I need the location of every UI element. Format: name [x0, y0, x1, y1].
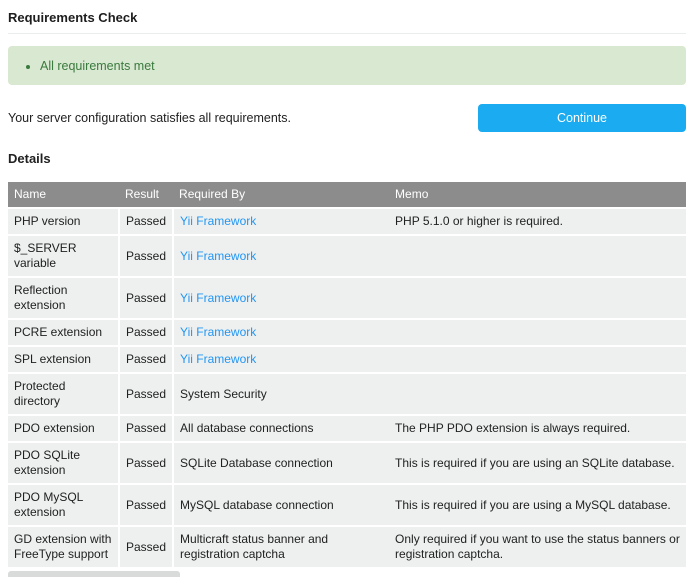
- result-passed-badge: Passed: [117, 484, 175, 527]
- table-header-row: Name Result Required By Memo: [8, 182, 686, 209]
- column-header-name: Name: [8, 182, 119, 209]
- column-header-memo: Memo: [389, 182, 686, 209]
- success-alert: All requirements met: [8, 46, 686, 85]
- required-by-link[interactable]: Yii Framework: [180, 214, 257, 228]
- memo-cell: Only required if you want to use the sta…: [389, 526, 686, 569]
- result-passed-badge: Passed: [117, 373, 175, 416]
- result-passed-badge: Passed: [117, 319, 175, 347]
- action-row: Your server configuration satisfies all …: [8, 104, 686, 132]
- required-by-link[interactable]: Yii Framework: [180, 325, 257, 339]
- result-passed-badge: Passed: [117, 346, 175, 374]
- required-by-cell: Multicraft status banner and registratio…: [173, 526, 390, 569]
- table-row: SPL extension Passed Yii Framework: [8, 346, 686, 374]
- result-passed-badge: Passed: [117, 526, 175, 569]
- requirement-name-cell: PHP version: [8, 208, 119, 236]
- table-row: PDO SQLite extension Passed SQLite Databas…: [8, 442, 686, 485]
- required-by-cell: Yii Framework: [173, 346, 390, 374]
- table-row: PDO MySQL extension Passed MySQL database …: [8, 484, 686, 527]
- table-row: GD extension with FreeType support Passed…: [8, 526, 686, 569]
- result-passed-badge: Passed: [117, 208, 175, 236]
- alert-item: All requirements met: [40, 59, 155, 73]
- required-by-link[interactable]: Yii Framework: [180, 248, 257, 263]
- column-header-required-by: Required By: [173, 182, 390, 209]
- memo-cell: This is required if you are using a MySQ…: [389, 484, 686, 527]
- required-by-cell: SQLite Database connection: [173, 442, 390, 485]
- requirement-name-cell: GD extension with FreeType support: [8, 526, 119, 569]
- result-passed-badge: Passed: [117, 442, 175, 485]
- result-passed-badge: Passed: [117, 235, 175, 278]
- continue-button[interactable]: Continue: [478, 104, 686, 132]
- requirement-name-cell: $_SERVER variable: [8, 235, 119, 278]
- table-row: PHP version Passed Yii Framework PHP 5.1.0 …: [8, 208, 686, 236]
- memo-cell: [389, 235, 686, 278]
- memo-cell: PHP 5.1.0 or higher is required.: [389, 208, 686, 236]
- required-by-link[interactable]: Yii Framework: [180, 290, 257, 305]
- table-row: PDO extension Passed All database connecti…: [8, 415, 686, 443]
- requirement-name-cell: PDO SQLite extension: [8, 442, 119, 485]
- table-row: Protected directory Passed System Security: [8, 373, 686, 416]
- divider: [8, 33, 686, 34]
- table-body: PHP version Passed Yii Framework PHP 5.1.0 …: [8, 208, 686, 569]
- memo-cell: This is required if you are using an SQL…: [389, 442, 686, 485]
- memo-cell: [389, 319, 686, 347]
- requirement-name-cell: Reflection extension: [8, 277, 119, 320]
- table-row: $_SERVER variable Passed Yii Framework: [8, 235, 686, 278]
- required-by-cell: Yii Framework: [173, 235, 390, 278]
- memo-cell: [389, 277, 686, 320]
- requirements-table: Name Result Required By Memo PHP version…: [8, 182, 686, 569]
- memo-cell: The PHP PDO extension is always required…: [389, 415, 686, 443]
- result-passed-badge: Passed: [117, 277, 175, 320]
- result-passed-badge: Passed: [117, 415, 175, 443]
- required-by-cell: MySQL database connection: [173, 484, 390, 527]
- summary-text: Your server configuration satisfies all …: [8, 111, 292, 125]
- column-header-result: Result: [119, 182, 174, 209]
- required-by-cell: Yii Framework: [173, 277, 390, 320]
- memo-cell: [389, 373, 686, 416]
- page-title: Requirements Check: [8, 10, 138, 25]
- table-row: PCRE extension Passed Yii Framework: [8, 319, 686, 347]
- required-by-cell: Yii Framework: [173, 319, 390, 347]
- required-by-cell: All database connections: [173, 415, 390, 443]
- required-by-cell: Yii Framework: [173, 208, 390, 236]
- partially-visible-element: [8, 571, 180, 577]
- alert-list: All requirements met: [8, 59, 155, 73]
- requirement-name-cell: Protected directory: [8, 373, 119, 416]
- details-title: Details: [8, 151, 51, 166]
- requirement-name-cell: PDO extension: [8, 415, 119, 443]
- requirement-name-cell: PCRE extension: [8, 319, 119, 347]
- table-row: Reflection extension Passed Yii Framework: [8, 277, 686, 320]
- required-by-cell: System Security: [173, 373, 390, 416]
- requirement-name-cell: SPL extension: [8, 346, 119, 374]
- memo-cell: [389, 346, 686, 374]
- requirement-name-cell: PDO MySQL extension: [8, 484, 119, 527]
- required-by-link[interactable]: Yii Framework: [180, 352, 257, 366]
